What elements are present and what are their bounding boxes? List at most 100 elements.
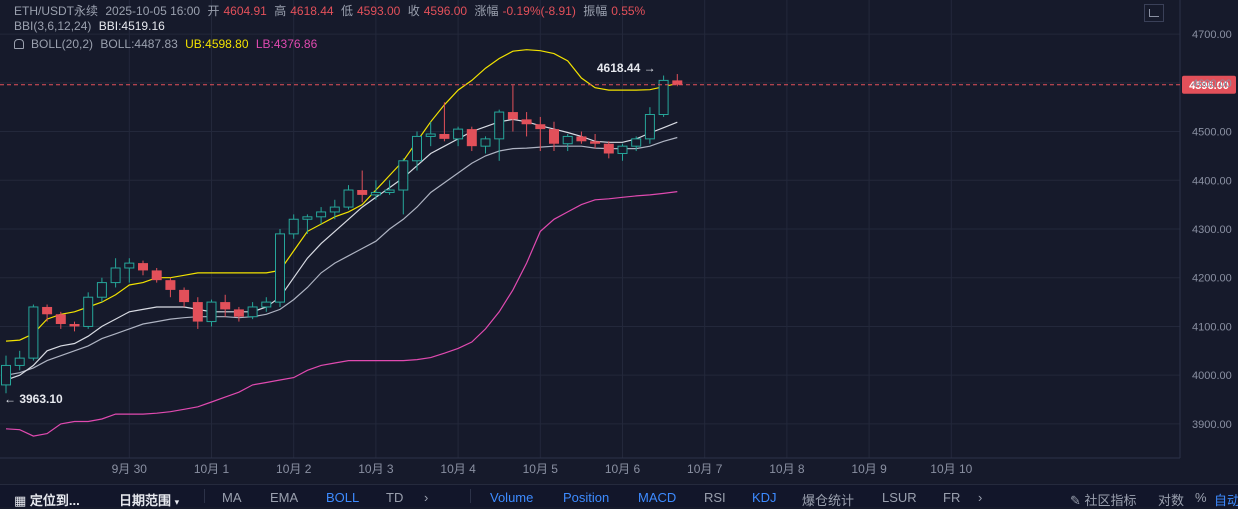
- low-value: 4593.00: [356, 4, 401, 18]
- indicator-lines: [5, 49, 678, 437]
- close-label: 收: [407, 4, 420, 18]
- candle-body: [151, 270, 162, 281]
- candle-body: [549, 129, 559, 144]
- y-tick-label: 4200.00: [1192, 273, 1232, 285]
- candle: [96, 277, 107, 303]
- candle-body: [494, 111, 505, 140]
- candle-body: [206, 301, 217, 323]
- candle-body: [644, 114, 655, 140]
- last-price-tag: [1182, 75, 1236, 94]
- candle: [233, 306, 244, 322]
- sub-kdj[interactable]: KDJ: [752, 490, 777, 505]
- candle: [357, 170, 368, 203]
- y-tick-label: 3900.00: [1192, 419, 1232, 431]
- edit-icon: ✎: [1070, 493, 1081, 508]
- candle: [453, 126, 464, 147]
- candle-body: [480, 138, 491, 147]
- auto-scale-button[interactable]: 自动: [1214, 493, 1238, 508]
- ub-value: UB:4598.80: [185, 37, 249, 51]
- x-tick-label: 10月 2: [276, 462, 312, 476]
- date-range-label: 日期范围: [119, 493, 172, 508]
- candle-body: [42, 306, 53, 315]
- lb-value: LB:4376.86: [255, 37, 318, 51]
- candle: [672, 74, 683, 87]
- candle: [1, 355, 11, 394]
- candle-body: [192, 302, 203, 322]
- grid: [0, 0, 1181, 459]
- amp-value: 0.55%: [611, 4, 646, 18]
- percent-scale-button[interactable]: %: [1195, 490, 1207, 505]
- bell-icon[interactable]: [14, 37, 27, 51]
- sub-macd[interactable]: MACD: [638, 490, 677, 505]
- date-range-button[interactable]: 日期范围 ▾: [119, 490, 179, 509]
- community-indicator-button[interactable]: ✎ 社区指标: [1070, 490, 1137, 509]
- candle: [151, 267, 162, 283]
- candle: [480, 136, 491, 154]
- chevron-right-icon[interactable]: ›: [424, 490, 429, 505]
- ind-ema[interactable]: EMA: [270, 490, 299, 505]
- candles: [1, 74, 683, 394]
- high-value: 4618.44: [290, 4, 334, 18]
- boll-title: BOLL(20,2): [31, 37, 94, 51]
- candle: [69, 321, 80, 332]
- candle-body: [370, 191, 381, 196]
- candle: [302, 214, 313, 234]
- candle-body: [28, 306, 39, 359]
- candle-body: [412, 135, 422, 162]
- ind-boll[interactable]: BOLL: [326, 490, 360, 505]
- candle: [644, 107, 655, 144]
- divider: [470, 489, 471, 503]
- candle-body: [96, 282, 107, 298]
- line-boll: [5, 136, 678, 376]
- last-price-label: 4596.00: [1189, 80, 1229, 92]
- candle-body: [658, 79, 669, 115]
- candle: [507, 85, 518, 132]
- candle: [165, 277, 176, 298]
- candlestick-chart[interactable]: 4596.00 4618.44 → ← 3963.10 4700.00 4600.00…: [0, 0, 1238, 484]
- bottom-toolbar: ▦ 定位到... 日期范围 ▾ MA EMA BOLL TD › Volume …: [0, 484, 1238, 509]
- candle-body: [562, 135, 573, 145]
- candle: [576, 131, 587, 144]
- locate-button[interactable]: ▦ 定位到...: [14, 490, 80, 509]
- candle-body: [453, 128, 464, 140]
- candle-body: [316, 211, 327, 218]
- candle-body: [83, 296, 94, 327]
- time-axis: 9月 30 10月 1 10月 2 10月 3 10月 4 10月 5 10月 6 10月 7…: [112, 462, 973, 476]
- candle: [316, 207, 327, 225]
- line-bbi: [5, 118, 678, 381]
- candle-body: [439, 133, 450, 139]
- candle-body: [1, 364, 11, 386]
- bbi-title: BBI(3,6,12,24): [14, 19, 92, 33]
- candle-body: [288, 218, 299, 235]
- candle: [288, 214, 299, 239]
- log-scale-button[interactable]: 对数: [1158, 493, 1185, 508]
- change-label: 涨幅: [474, 4, 499, 18]
- sub-position[interactable]: Position: [563, 490, 610, 505]
- candle: [206, 299, 217, 327]
- candle: [179, 287, 190, 307]
- candle-body: [384, 189, 395, 193]
- crosshair-icon[interactable]: [1144, 4, 1164, 22]
- chevron-right-icon[interactable]: ›: [978, 490, 983, 505]
- candle: [603, 141, 614, 159]
- candle: [14, 350, 25, 371]
- y-tick-label: 4000.00: [1192, 370, 1232, 382]
- candle: [658, 75, 669, 117]
- candle: [275, 229, 285, 307]
- boll-legend[interactable]: BOLL(20,2) BOLL:4487.83 UB:4598.80 LB:43…: [14, 37, 321, 51]
- x-tick-label: 10月 3: [358, 462, 394, 476]
- sub-fr[interactable]: FR: [943, 490, 961, 505]
- sub-rsi[interactable]: RSI: [704, 490, 726, 505]
- x-tick-label: 10月 10: [930, 462, 972, 476]
- candle-body: [507, 112, 518, 120]
- candle-body: [110, 267, 121, 284]
- sub-lsur[interactable]: LSUR: [882, 490, 917, 505]
- bbi-legend[interactable]: BBI(3,6,12,24) BBI:4519.16: [14, 19, 169, 33]
- sub-volume[interactable]: Volume: [490, 490, 534, 505]
- boll-value: BOLL:4487.83: [100, 37, 178, 51]
- candle: [494, 109, 505, 161]
- sub-liquidation[interactable]: 爆仓统计: [802, 493, 855, 508]
- ind-ma[interactable]: MA: [222, 490, 242, 505]
- ind-td[interactable]: TD: [386, 490, 404, 505]
- candle-body: [631, 138, 642, 147]
